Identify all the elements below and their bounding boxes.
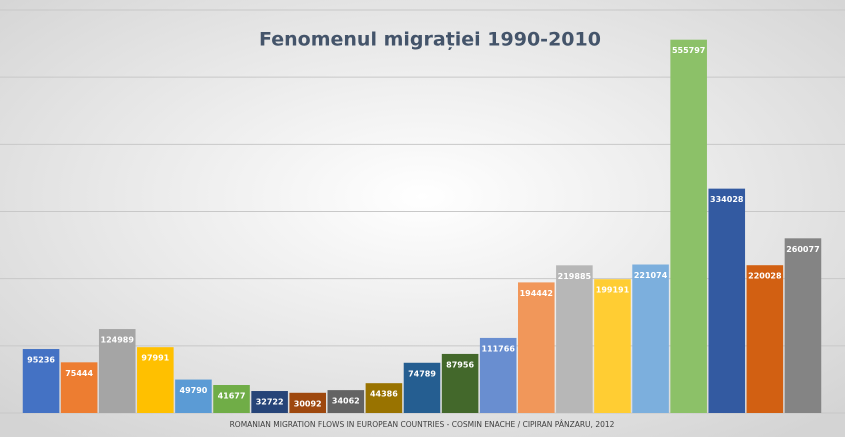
data-label: 49790	[180, 386, 208, 395]
data-label: 220028	[748, 272, 782, 281]
bar	[175, 379, 212, 413]
bar	[22, 349, 60, 413]
data-label: 30092	[294, 399, 322, 408]
bar	[327, 390, 365, 413]
chart-title: Fenomenul migrației 1990-2010	[259, 29, 601, 51]
data-label: 199191	[596, 286, 630, 295]
data-label: 111766	[481, 344, 515, 353]
data-label: 95236	[27, 356, 55, 365]
bar	[708, 188, 746, 413]
bar	[784, 238, 822, 413]
bar	[60, 362, 98, 413]
bar	[251, 391, 288, 413]
bar	[213, 385, 250, 413]
data-label: 34062	[332, 397, 360, 406]
bar	[479, 337, 517, 413]
bar	[594, 279, 631, 413]
bar	[403, 362, 441, 413]
data-label: 124989	[101, 336, 135, 345]
data-label: 221074	[634, 271, 668, 280]
bar	[441, 353, 479, 413]
bar	[98, 329, 136, 413]
data-label: 194442	[520, 289, 553, 298]
data-label: 260077	[786, 245, 819, 254]
data-label: 97991	[141, 354, 169, 363]
data-label: 75444	[65, 369, 93, 378]
bar	[746, 265, 784, 413]
bar	[556, 265, 593, 413]
data-label: 334028	[710, 195, 744, 204]
bar	[632, 264, 669, 413]
bar	[289, 392, 326, 413]
data-label: 41677	[218, 392, 246, 401]
data-label: 87956	[446, 360, 474, 369]
data-label: 219885	[558, 272, 592, 281]
bar	[518, 282, 555, 413]
data-label: 44386	[370, 390, 398, 399]
bar	[365, 383, 403, 413]
caption: ROMANIAN MIGRATION FLOWS IN EUROPEAN COU…	[230, 420, 615, 429]
bar	[670, 39, 707, 413]
data-label: 74789	[408, 369, 436, 378]
data-label: 555797	[672, 46, 705, 55]
data-label: 32722	[256, 398, 284, 407]
bar	[137, 347, 174, 413]
